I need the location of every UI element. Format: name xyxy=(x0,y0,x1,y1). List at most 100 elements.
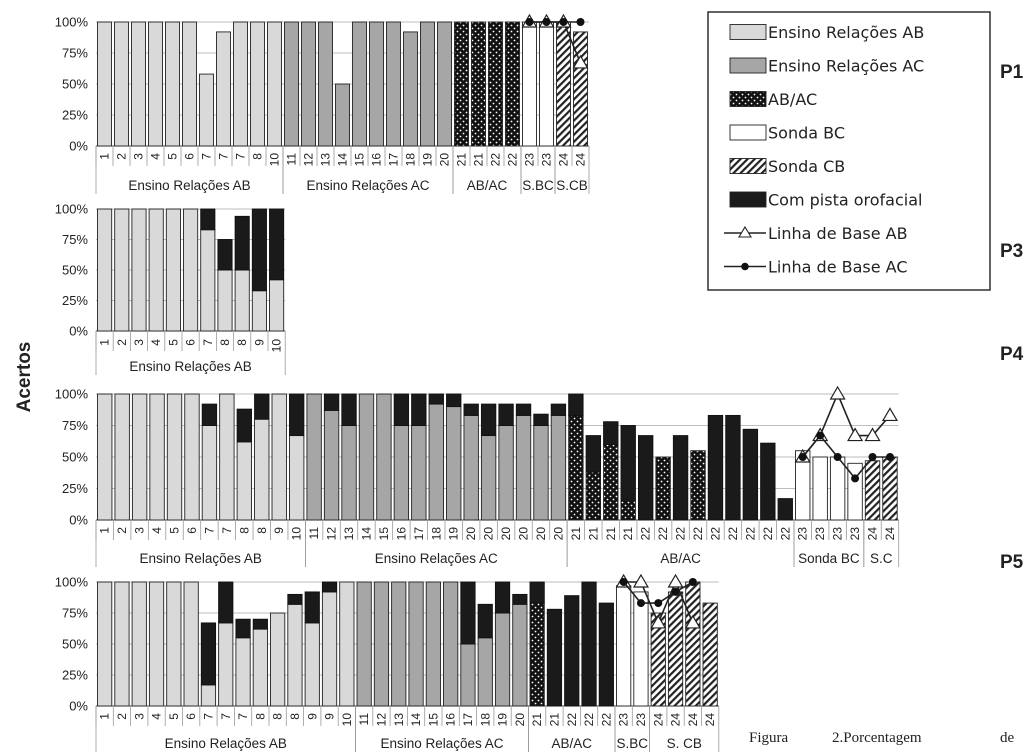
x-tick-label: 6 xyxy=(185,527,199,534)
baseline-ac-marker xyxy=(885,453,894,461)
bar-ac xyxy=(373,581,390,707)
x-tick-label: 10 xyxy=(270,339,284,353)
legend-label-abac: AB/AC xyxy=(768,90,817,109)
bar-cue-segment xyxy=(428,393,444,405)
x-tick-label: 3 xyxy=(132,713,146,720)
bar-ac xyxy=(301,21,316,147)
x-tick-label: 20 xyxy=(464,527,478,541)
legend-swatch-cb xyxy=(729,158,767,174)
bar-cue-segment xyxy=(581,581,597,707)
x-tick-label: 19 xyxy=(447,527,461,541)
legend-label-cue: Com pista orofacial xyxy=(768,191,922,210)
x-tick-label: 9 xyxy=(272,527,286,534)
x-tick-label: 23 xyxy=(617,713,631,727)
x-tick-label: 20 xyxy=(499,527,513,541)
bar-bc xyxy=(812,456,828,521)
bar-ac xyxy=(443,581,459,707)
bar-ab xyxy=(270,612,286,707)
bar-ab xyxy=(166,581,182,707)
x-tick-label: 21 xyxy=(569,527,583,541)
x-tick-label: 21 xyxy=(621,527,635,541)
x-tick-label: 16 xyxy=(394,527,408,541)
bar-ab xyxy=(165,208,181,332)
bar-cue-segment xyxy=(546,608,563,707)
bar-ab xyxy=(200,229,216,332)
x-tick-label: 24 xyxy=(557,153,571,167)
baseline-ab-marker xyxy=(650,614,667,629)
bar-ac xyxy=(420,21,435,147)
y-tick-label: 75% xyxy=(62,232,88,247)
x-tick-label: 23 xyxy=(831,527,845,541)
y-tick-label: 0% xyxy=(69,699,88,714)
bar-bc xyxy=(522,21,537,147)
x-tick-label: 18 xyxy=(404,153,418,167)
bar-ac xyxy=(480,435,497,521)
x-tick-label: 9 xyxy=(305,713,319,720)
baseline-ac-marker xyxy=(654,599,663,608)
bar-cb xyxy=(685,581,701,707)
bar-cb xyxy=(667,591,684,707)
bar-ac xyxy=(498,425,514,521)
legend-marker-triangle xyxy=(738,225,752,238)
bar-ac xyxy=(550,414,567,521)
group-label: Sonda BC xyxy=(798,551,860,566)
bar-cue-segment xyxy=(236,408,253,443)
legend-swatch-bc xyxy=(729,124,767,141)
x-tick-label: 9 xyxy=(323,713,337,720)
y-axis-title: Acertos xyxy=(14,342,35,413)
bar-cue-segment xyxy=(304,591,320,624)
bar-cue-segment xyxy=(598,602,614,707)
bar-ab xyxy=(233,21,248,147)
x-tick-label: 21 xyxy=(586,527,600,541)
x-tick-label: 3 xyxy=(132,339,146,346)
x-tick-label: 2 xyxy=(115,339,129,346)
bar-ab xyxy=(97,393,113,521)
x-tick-label: 24 xyxy=(866,527,880,541)
legend-swatch-abac xyxy=(729,91,767,107)
legend-label-ab: Ensino Relações AB xyxy=(768,23,924,42)
group-label: Ensino Relações AC xyxy=(375,551,498,566)
bar-ab xyxy=(254,418,270,521)
y-tick-label: 50% xyxy=(62,263,88,278)
x-tick-label: 3 xyxy=(133,527,147,534)
bar-cb xyxy=(556,21,571,147)
x-tick-label: 21 xyxy=(530,713,544,727)
x-tick-label: 13 xyxy=(342,527,356,541)
bar-cue-segment xyxy=(446,393,462,408)
bar-cue-segment xyxy=(638,435,654,521)
legend-box xyxy=(707,11,991,291)
x-tick-label: 8 xyxy=(218,339,232,346)
bar-cue-segment xyxy=(777,498,793,521)
bar-cue-segment xyxy=(564,595,580,707)
bar-bc xyxy=(539,21,554,147)
bar-ab xyxy=(114,21,129,147)
baseline-ac-marker xyxy=(576,18,585,26)
x-tick-label: 22 xyxy=(761,527,775,541)
x-tick-label: 22 xyxy=(639,527,653,541)
bar-ab xyxy=(148,581,165,707)
bar-ab xyxy=(339,581,355,707)
chart-panel-p5: 100%75%50%25%0%1 2 3 4 5 6 7 7 7 8 8 8 9 9 10 11 12 13 14 1… xyxy=(55,573,720,752)
bar-cue-segment xyxy=(269,208,285,281)
x-tick-label: 22 xyxy=(778,527,792,541)
x-tick-label: 23 xyxy=(796,527,810,541)
x-tick-label: 14 xyxy=(336,153,350,167)
bar-ab xyxy=(97,208,113,332)
x-tick-label: 7 xyxy=(220,527,234,534)
bar-ac xyxy=(437,21,452,147)
bar-ac xyxy=(411,425,427,521)
x-tick-label: 21 xyxy=(455,153,469,167)
bar-cue-segment xyxy=(515,403,532,416)
x-tick-label: 22 xyxy=(506,153,520,167)
bar-ac xyxy=(512,603,528,707)
baseline-ab-marker xyxy=(881,407,899,422)
bar-cb xyxy=(650,612,666,707)
bar-ab xyxy=(131,393,148,521)
y-tick-label: 25% xyxy=(62,668,88,683)
bar-ab xyxy=(184,393,200,521)
bar-cue-segment xyxy=(321,581,338,593)
x-tick-label: 18 xyxy=(429,527,443,541)
y-tick-label: 50% xyxy=(62,637,88,652)
x-tick-label: 12 xyxy=(302,153,316,167)
